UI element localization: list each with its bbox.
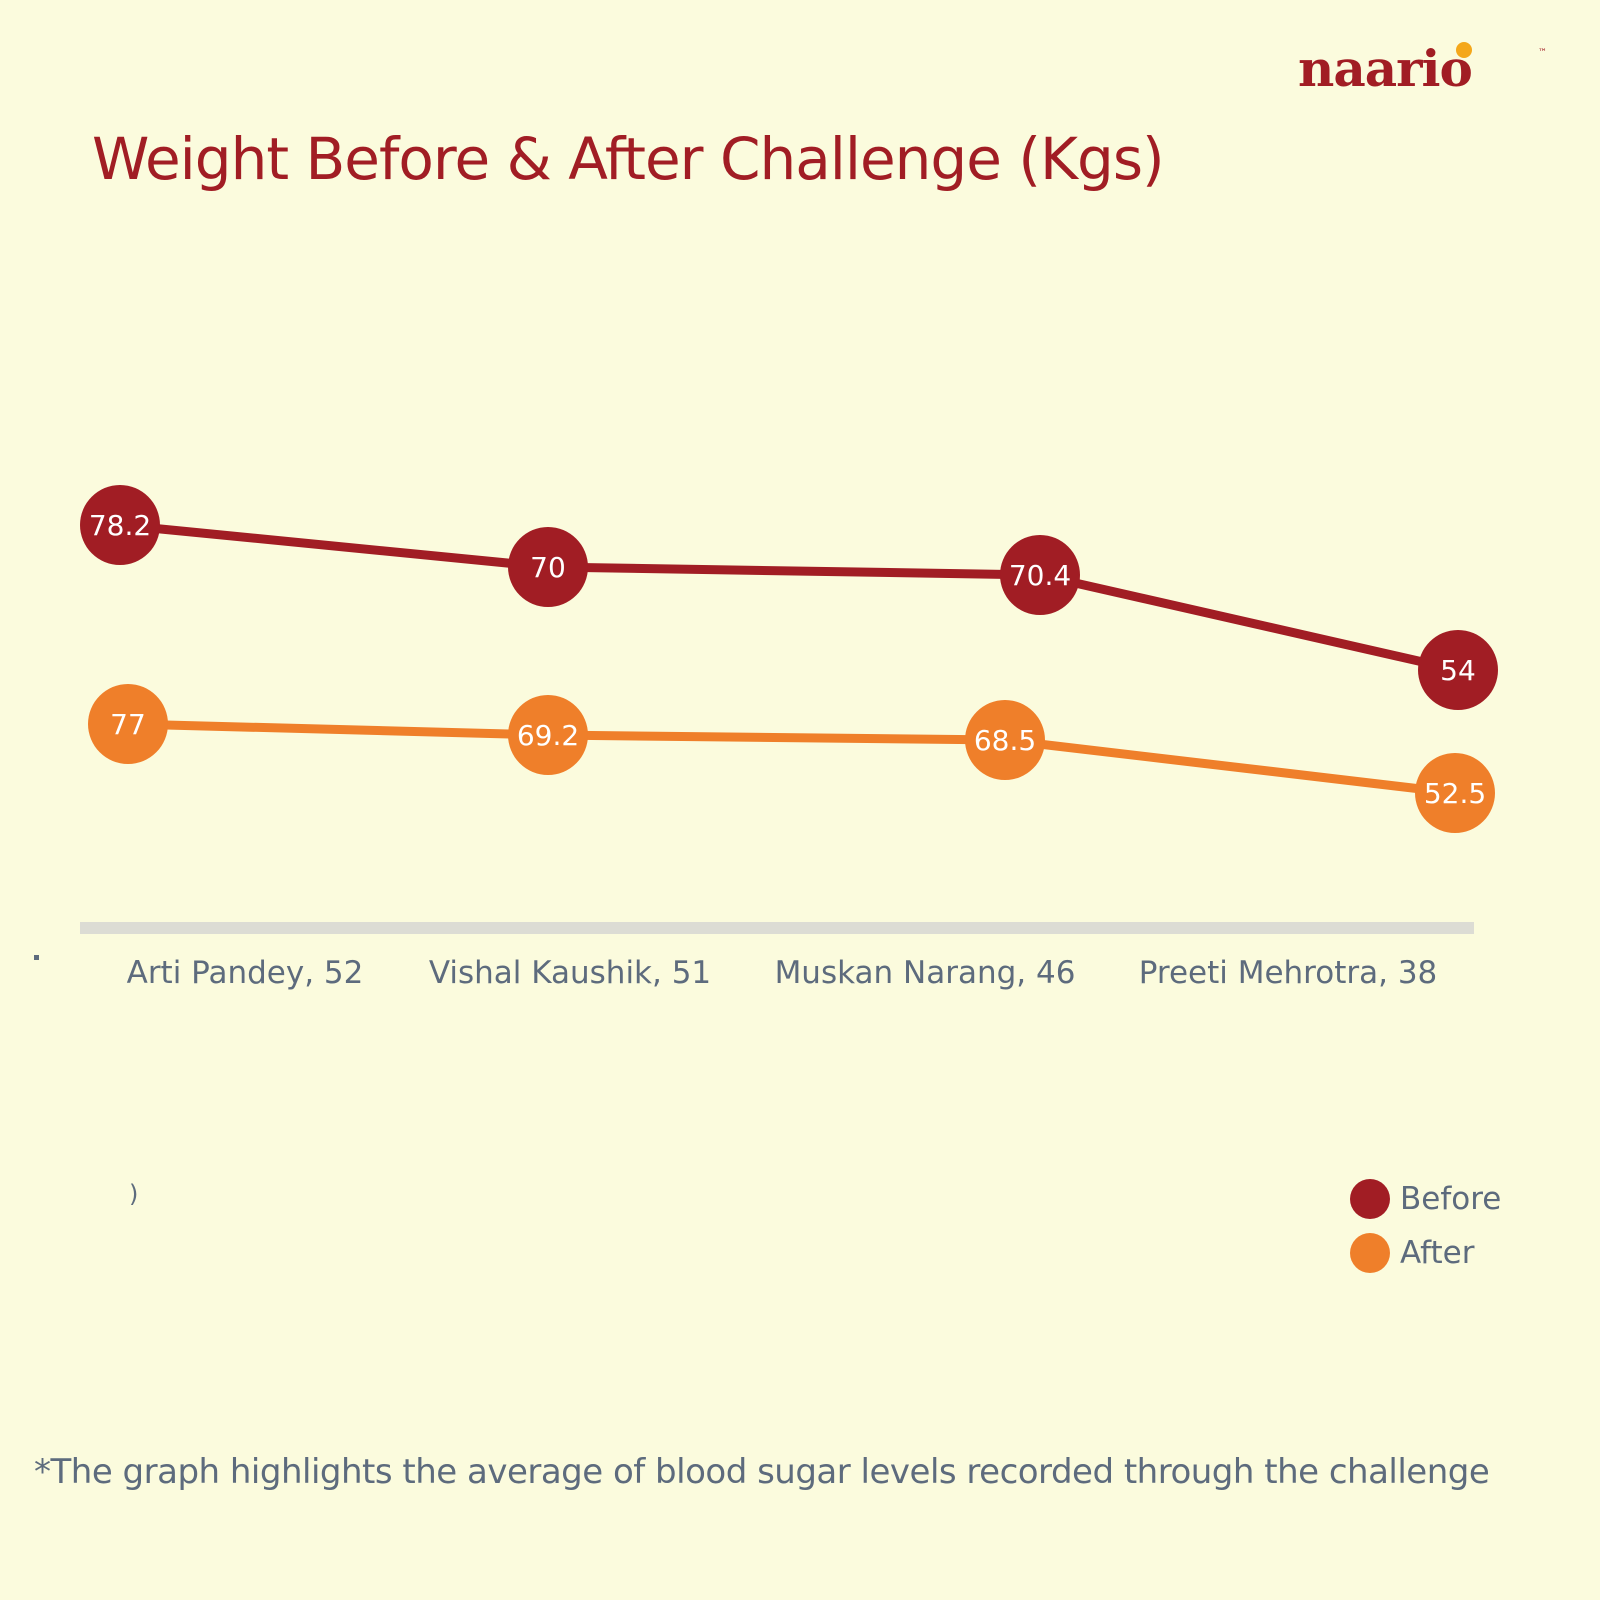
x-tick-label-1: Vishal Kaushik, 51 — [429, 955, 711, 991]
legend-item-before: Before — [1350, 1172, 1501, 1226]
point-after-0 — [88, 684, 168, 764]
chart-title: Weight Before & After Challenge (Kgs) — [92, 125, 1165, 193]
data-label-before-3: 54 — [1440, 654, 1476, 687]
legend-label-before: Before — [1400, 1181, 1502, 1217]
data-label-after-0: 77 — [110, 708, 146, 741]
stray-mark: ) — [129, 1180, 139, 1208]
point-before-2 — [1000, 535, 1080, 615]
data-label-before-2: 70.4 — [1009, 559, 1071, 592]
x-tick-label-3: Preeti Mehrotra, 38 — [1139, 955, 1438, 991]
point-after-1 — [508, 695, 588, 775]
point-before-1 — [508, 527, 588, 607]
point-after-2 — [965, 700, 1045, 780]
legend: Before After — [1350, 1172, 1501, 1280]
logo-trademark: ™ — [1538, 48, 1547, 58]
legend-label-after: After — [1400, 1235, 1475, 1271]
legend-swatch-after — [1350, 1233, 1390, 1273]
point-before-3 — [1418, 630, 1498, 710]
x-tick-label-2: Muskan Narang, 46 — [775, 955, 1076, 991]
data-label-after-2: 68.5 — [974, 724, 1036, 757]
series-line-before — [119, 520, 1459, 675]
series-line-after — [127, 719, 1456, 798]
legend-item-after: After — [1350, 1226, 1501, 1280]
brand-logo: naario — [1298, 39, 1473, 98]
data-label-after-1: 69.2 — [517, 719, 579, 752]
data-label-before-0: 78.2 — [89, 509, 151, 542]
line-chart: Arti Pandey, 52 Vishal Kaushik, 51 Muskan … — [80, 485, 1498, 991]
stray-dot — [34, 955, 39, 960]
data-label-after-3: 52.5 — [1424, 777, 1486, 810]
data-label-before-1: 70 — [530, 551, 566, 584]
legend-swatch-before — [1350, 1179, 1390, 1219]
point-after-3 — [1415, 753, 1495, 833]
point-before-0 — [80, 485, 160, 565]
x-axis-line — [80, 922, 1474, 934]
logo-dot-accent — [1456, 42, 1472, 58]
x-tick-label-0: Arti Pandey, 52 — [127, 955, 364, 991]
footnote: *The graph highlights the average of blo… — [34, 1452, 1490, 1492]
